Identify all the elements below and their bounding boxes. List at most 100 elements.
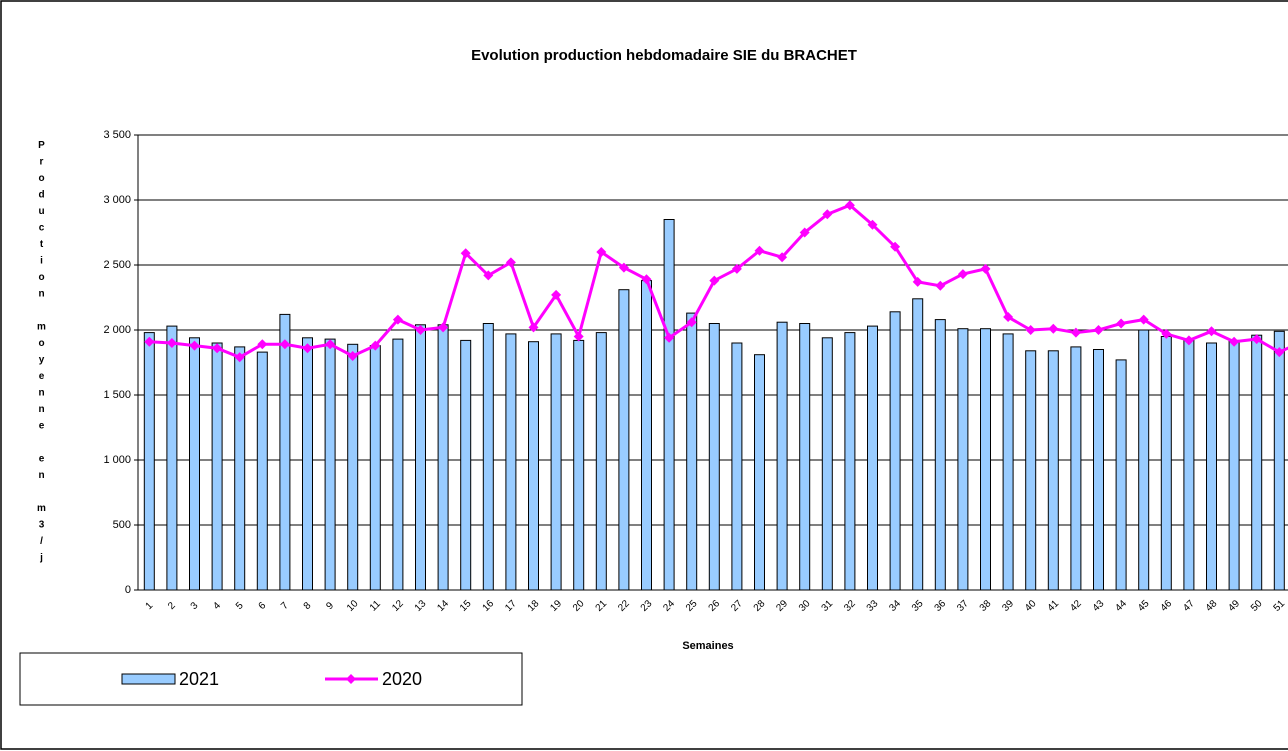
bar — [1025, 350, 1037, 591]
x-tick-label: 21 — [594, 598, 610, 614]
line-marker — [1048, 323, 1059, 334]
line-marker — [754, 245, 765, 256]
line-marker — [460, 248, 471, 259]
legend-swatch — [121, 673, 176, 685]
line-marker — [1116, 318, 1127, 329]
bar — [573, 339, 585, 591]
x-tick-label: 4 — [211, 600, 223, 612]
y-tick-label: 2 500 — [103, 259, 131, 271]
line-marker — [189, 340, 200, 351]
bar — [1002, 333, 1014, 591]
bar — [618, 289, 630, 591]
bar — [980, 328, 991, 591]
line-marker — [799, 227, 810, 238]
line-marker — [144, 336, 155, 347]
line-marker — [483, 270, 494, 281]
x-tick-label: 26 — [707, 598, 723, 614]
line-marker — [1138, 314, 1149, 325]
x-tick-label: 11 — [368, 598, 383, 613]
bar — [1160, 336, 1172, 591]
line-marker — [1093, 325, 1104, 335]
line-marker — [1003, 312, 1014, 322]
x-tick-label: 25 — [684, 598, 700, 614]
line-marker — [234, 352, 245, 363]
x-tick-label: 27 — [729, 598, 745, 614]
line-marker — [347, 351, 358, 361]
bar — [1070, 346, 1082, 591]
bar — [437, 324, 449, 591]
bar — [392, 338, 404, 591]
x-tick-label: 17 — [503, 598, 519, 614]
bar — [550, 333, 562, 591]
legend-box — [19, 652, 523, 706]
x-tick-label: 12 — [390, 598, 406, 614]
x-tick-label: 19 — [548, 598, 564, 614]
bar — [934, 319, 946, 591]
y-axis-title: Production moyenne en m3/j — [36, 140, 47, 569]
line-marker — [1025, 325, 1036, 335]
x-tick-label: 48 — [1204, 598, 1220, 614]
line-marker — [166, 338, 177, 348]
x-tick-label: 37 — [955, 598, 971, 614]
bar — [324, 338, 336, 591]
x-tick-label: 18 — [526, 598, 542, 614]
line-marker — [1229, 336, 1240, 347]
bar — [889, 311, 901, 591]
y-tick-label: 500 — [113, 519, 131, 531]
bar — [1093, 349, 1104, 591]
line-marker — [1251, 334, 1262, 345]
x-tick-label: 30 — [797, 598, 813, 614]
x-tick-label: 20 — [571, 598, 587, 614]
line-marker — [664, 332, 675, 343]
line-marker — [957, 269, 968, 280]
bar — [686, 312, 698, 591]
x-tick-label: 33 — [865, 598, 881, 614]
x-tick-label: 29 — [774, 598, 790, 614]
x-tick-label: 38 — [978, 598, 994, 614]
x-tick-label: 45 — [1136, 598, 1152, 614]
bar — [867, 325, 878, 591]
bar — [1183, 339, 1195, 591]
bar — [347, 343, 359, 591]
line-marker — [980, 263, 991, 274]
x-tick-label: 15 — [458, 598, 474, 614]
x-tick-label: 34 — [887, 598, 903, 614]
line — [149, 203, 1288, 359]
line-marker — [731, 263, 742, 274]
x-tick-label: 1 — [144, 600, 156, 612]
x-tick-label: 31 — [820, 598, 836, 614]
line-marker — [415, 325, 426, 335]
line-marker — [867, 219, 878, 230]
x-tick-label: 16 — [481, 598, 497, 614]
bar — [143, 332, 155, 591]
bar — [663, 219, 675, 591]
x-tick-label: 44 — [1113, 598, 1129, 614]
bar — [1138, 329, 1150, 591]
line-marker — [1206, 326, 1217, 337]
bar — [912, 298, 924, 591]
x-tick-label: 28 — [752, 598, 768, 614]
bar — [844, 332, 856, 591]
x-tick-label: 6 — [257, 600, 269, 612]
line-marker — [1274, 347, 1285, 358]
x-tick-label: 50 — [1249, 598, 1265, 614]
bar — [482, 323, 494, 591]
x-tick-label: 49 — [1226, 598, 1242, 614]
x-tick-label: 2 — [166, 600, 178, 612]
line-marker — [1161, 328, 1172, 339]
x-tick-label: 3 — [189, 600, 201, 612]
x-tick-label: 10 — [345, 598, 361, 614]
line-marker — [618, 262, 629, 273]
bar — [279, 313, 291, 591]
legend-label: 2020 — [382, 669, 422, 689]
y-tick-label: 3 500 — [103, 129, 131, 141]
y-tick-label: 2 000 — [103, 324, 131, 336]
line-marker — [257, 339, 268, 350]
line-marker — [325, 339, 336, 350]
bar — [754, 354, 765, 591]
y-tick-label: 1 000 — [103, 454, 131, 466]
bar — [731, 342, 743, 591]
x-tick-label: 14 — [435, 598, 451, 614]
line-marker — [596, 247, 607, 257]
bar — [641, 280, 652, 591]
